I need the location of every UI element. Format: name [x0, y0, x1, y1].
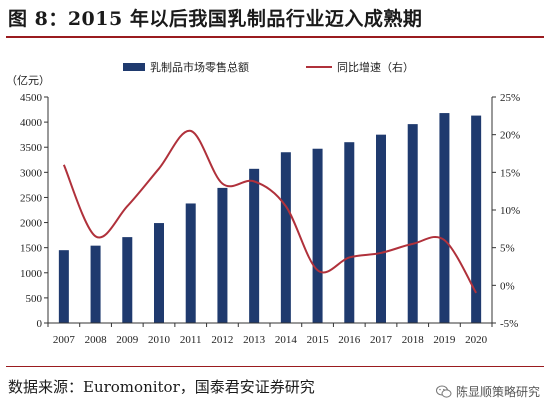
y-left-tick-label: 1500: [20, 243, 43, 255]
y-right-tick-label: 10%: [500, 205, 520, 217]
y-right-tick-label: 5%: [500, 243, 515, 255]
line-point: [94, 235, 96, 237]
x-tick-label: 2007: [53, 334, 76, 346]
bar: [154, 223, 164, 323]
y-right-tick-label: 0%: [500, 280, 515, 292]
bar: [344, 142, 355, 323]
title-divider: [6, 36, 544, 38]
bar: [185, 203, 196, 323]
line-point: [475, 292, 477, 294]
y-left-unit: （亿元）: [6, 74, 50, 87]
line-point: [63, 164, 65, 166]
bar: [249, 168, 260, 323]
x-tick-label: 2020: [465, 334, 488, 346]
bar: [439, 113, 450, 324]
y-left-tick-label: 2500: [20, 192, 43, 204]
bar: [312, 148, 323, 323]
line-point: [253, 180, 255, 182]
y-right-tick-label: -5%: [500, 318, 518, 330]
y-left-tick-label: 4000: [20, 117, 43, 129]
line-point: [380, 252, 382, 254]
x-tick-label: 2012: [211, 334, 233, 346]
bar: [217, 187, 228, 323]
x-tick-label: 2015: [307, 334, 330, 346]
line-point: [316, 269, 318, 271]
line-point: [348, 256, 350, 258]
legend-bar-label: 乳制品市场零售总额: [150, 60, 249, 74]
y-left-unit-label: （亿元）: [6, 74, 50, 87]
x-tick-label: 2008: [85, 334, 108, 346]
x-tick-label: 2009: [116, 334, 139, 346]
wechat-icon: [435, 385, 452, 398]
bar-series: [58, 113, 482, 324]
y-left-tick-label: 500: [26, 293, 43, 305]
source-divider: [6, 366, 544, 367]
x-tick-label: 2016: [338, 334, 361, 346]
legend-bar-swatch: [123, 63, 145, 71]
line-point: [158, 167, 160, 169]
x-tick-label: 2011: [180, 334, 202, 346]
y-left-tick-label: 0: [37, 318, 43, 330]
x-tick-label: 2013: [243, 334, 266, 346]
y-left-axis: 0 500 1000 1500 2000 2500 3000 3500 4000 4500: [20, 92, 49, 330]
y-left-tick-label: 4500: [20, 92, 43, 104]
x-tick-label: 2018: [402, 334, 425, 346]
legend-line-label: 同比增速（右）: [337, 60, 414, 74]
y-left-tick-label: 3500: [20, 142, 43, 154]
watermark: 陈显顺策略研究: [435, 383, 540, 400]
y-left-tick-label: 1000: [20, 268, 43, 280]
bar: [280, 152, 291, 323]
y-left-tick-label: 2000: [20, 218, 43, 230]
y-left-tick-label: 3000: [20, 167, 43, 179]
line-point: [412, 243, 414, 245]
bar: [58, 250, 69, 323]
line-point: [221, 182, 223, 184]
x-axis: 2007 2008 2009 2010 2011 2012 2013 2014 2015 2016…: [47, 322, 493, 346]
x-tick-label: 2017: [370, 334, 393, 346]
watermark-text: 陈显顺策略研究: [455, 385, 540, 399]
bar: [90, 245, 101, 323]
x-tick-label: 2019: [433, 334, 456, 346]
chart-legend: 乳制品市场零售总额 同比增速（右）: [123, 60, 414, 74]
chart-svg: 乳制品市场零售总额 同比增速（右） （亿元） 0 500 1000 1500 2000 25…: [6, 60, 520, 346]
x-tick-label: 2010: [148, 334, 171, 346]
x-tick-label: 2014: [275, 334, 298, 346]
line-series: [62, 129, 478, 294]
line-point: [126, 205, 128, 207]
growth-line: [62, 129, 478, 294]
source-note: 数据来源：Euromonitor，国泰君安证券研究: [8, 378, 315, 396]
bar: [471, 115, 482, 324]
line-point: [285, 205, 287, 207]
bar: [376, 134, 386, 323]
bar: [122, 237, 133, 323]
line-point: [190, 130, 192, 132]
y-right-axis: -5% 0% 5% 10% 15% 20% 25%: [491, 92, 520, 330]
line-point: [443, 239, 445, 241]
y-right-tick-label: 20%: [500, 130, 520, 142]
y-right-tick-label: 25%: [500, 92, 520, 104]
bar: [407, 124, 418, 324]
y-right-tick-label: 15%: [500, 167, 520, 179]
figure-title: 图 8：2015 年以后我国乳制品行业迈入成熟期: [8, 8, 423, 30]
